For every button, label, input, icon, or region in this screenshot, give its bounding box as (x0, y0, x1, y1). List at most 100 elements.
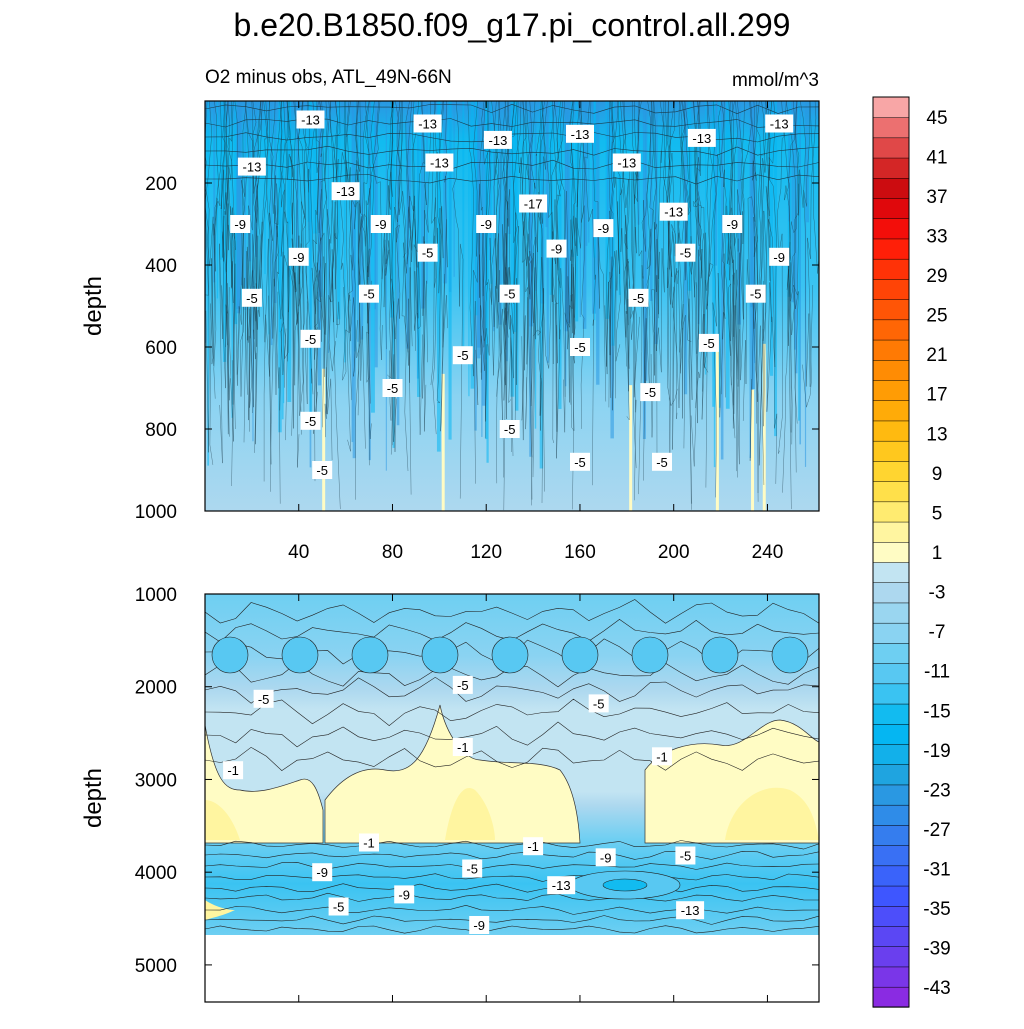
x-tick-label: 160 (564, 542, 596, 563)
contour-band (236, 101, 241, 309)
contour-line (205, 159, 819, 170)
colorbar-frame (872, 96, 910, 1008)
contour-band (513, 101, 517, 333)
contour-band (791, 101, 794, 303)
colorbar-tick-label: -19 (923, 741, 950, 762)
colorbar-tick-label: -35 (923, 899, 950, 920)
contour-label-text: -1 (457, 740, 469, 755)
upper-ylabel: depth (80, 276, 107, 336)
contour-band (370, 101, 375, 413)
contour-band (244, 101, 247, 310)
contour-label: -9 (288, 247, 309, 266)
contour-label-text: -13 (770, 117, 789, 132)
contour-label-text: -13 (552, 878, 571, 893)
contour-line (733, 101, 744, 414)
x-tick-label: 40 (288, 542, 309, 563)
contour-line (452, 101, 464, 499)
contour-band (713, 101, 716, 468)
contour-line (205, 840, 819, 850)
contour-label-text: -9 (375, 217, 387, 232)
colorbar-tick-label: 41 (926, 147, 947, 168)
contour-label: -9 (230, 215, 251, 233)
colorbar-tick-label: -11 (924, 662, 950, 683)
contour-line (538, 101, 546, 504)
contour-line (401, 101, 409, 472)
contour-band (617, 101, 621, 261)
contour-line (269, 101, 279, 395)
positive-anomaly-region (441, 373, 445, 511)
colorbar-tick-label: 45 (926, 108, 947, 129)
contour-line (351, 636, 389, 674)
contour-label-box (312, 863, 333, 882)
contour-line (243, 101, 264, 443)
contour-band (750, 101, 753, 308)
contour-label: -5 (745, 284, 766, 303)
colorbar-swatch (872, 824, 910, 846)
contour-line (205, 103, 819, 115)
contour-line (350, 101, 361, 358)
contour-label: -5 (300, 411, 321, 430)
colorbar-swatch (872, 238, 910, 260)
contour-band (579, 101, 582, 318)
contour-band (313, 101, 318, 234)
contour-band (798, 101, 800, 421)
colorbar-tick-label: -7 (929, 622, 946, 643)
contour-label-box (230, 215, 251, 233)
contour-line (303, 101, 314, 395)
contour-label-text: -5 (457, 678, 469, 693)
contour-line (666, 101, 678, 419)
colorbar-swatch (872, 157, 910, 179)
colorbar-swatch (872, 96, 910, 118)
contour-label-text: -13 (418, 117, 437, 132)
contour-label-box (300, 411, 321, 430)
contour-line (314, 101, 325, 360)
contour-line (205, 904, 819, 915)
contour-label-box (675, 846, 696, 865)
contour-band (443, 101, 448, 284)
contour-line (742, 101, 758, 421)
contour-label-text: -9 (316, 865, 328, 880)
contour-label-text: -9 (598, 221, 610, 236)
contour-band (650, 101, 653, 301)
contour-band (213, 101, 216, 283)
y-tick-label: 4000 (135, 863, 177, 884)
colorbar-swatch (872, 804, 910, 826)
contour-line (479, 101, 486, 380)
contour-line (281, 636, 319, 674)
contour-label-text: -9 (551, 242, 563, 257)
contour-band (309, 101, 313, 420)
contour-label-box (359, 284, 379, 303)
contour-line (205, 873, 819, 882)
contour-band (539, 101, 544, 469)
contour-line (323, 101, 338, 461)
contour-label-box (745, 284, 766, 303)
contour-label-box (417, 243, 438, 262)
contour-band (462, 101, 465, 359)
colorbar-swatch (872, 319, 910, 341)
contour-label: -5 (417, 243, 438, 262)
contour-band (770, 101, 774, 376)
contour-line (481, 101, 491, 356)
contour-line (357, 101, 370, 416)
x-tick-label: 80 (382, 542, 403, 563)
contour-band (351, 101, 354, 443)
contour-line (205, 746, 819, 771)
no-data-region (205, 935, 819, 1002)
contour-band (223, 101, 227, 362)
contour-label: -9 (394, 885, 415, 904)
contour-line (393, 101, 403, 452)
colorbar-swatch (872, 137, 910, 159)
contour-label-text: -5 (645, 385, 657, 400)
contour-band (468, 101, 470, 397)
contour-band (367, 101, 369, 281)
contour-label-box (462, 859, 483, 878)
contour-label-box (452, 675, 473, 694)
contour-label-box (547, 876, 576, 895)
contour-label: -9 (469, 916, 490, 934)
contour-label: -5 (588, 694, 609, 713)
contour-band (317, 101, 322, 386)
contour-label-box (588, 694, 609, 713)
contour-label-text: -5 (593, 696, 605, 711)
contour-label: -13 (765, 114, 794, 133)
contour-label: -1 (652, 747, 672, 766)
